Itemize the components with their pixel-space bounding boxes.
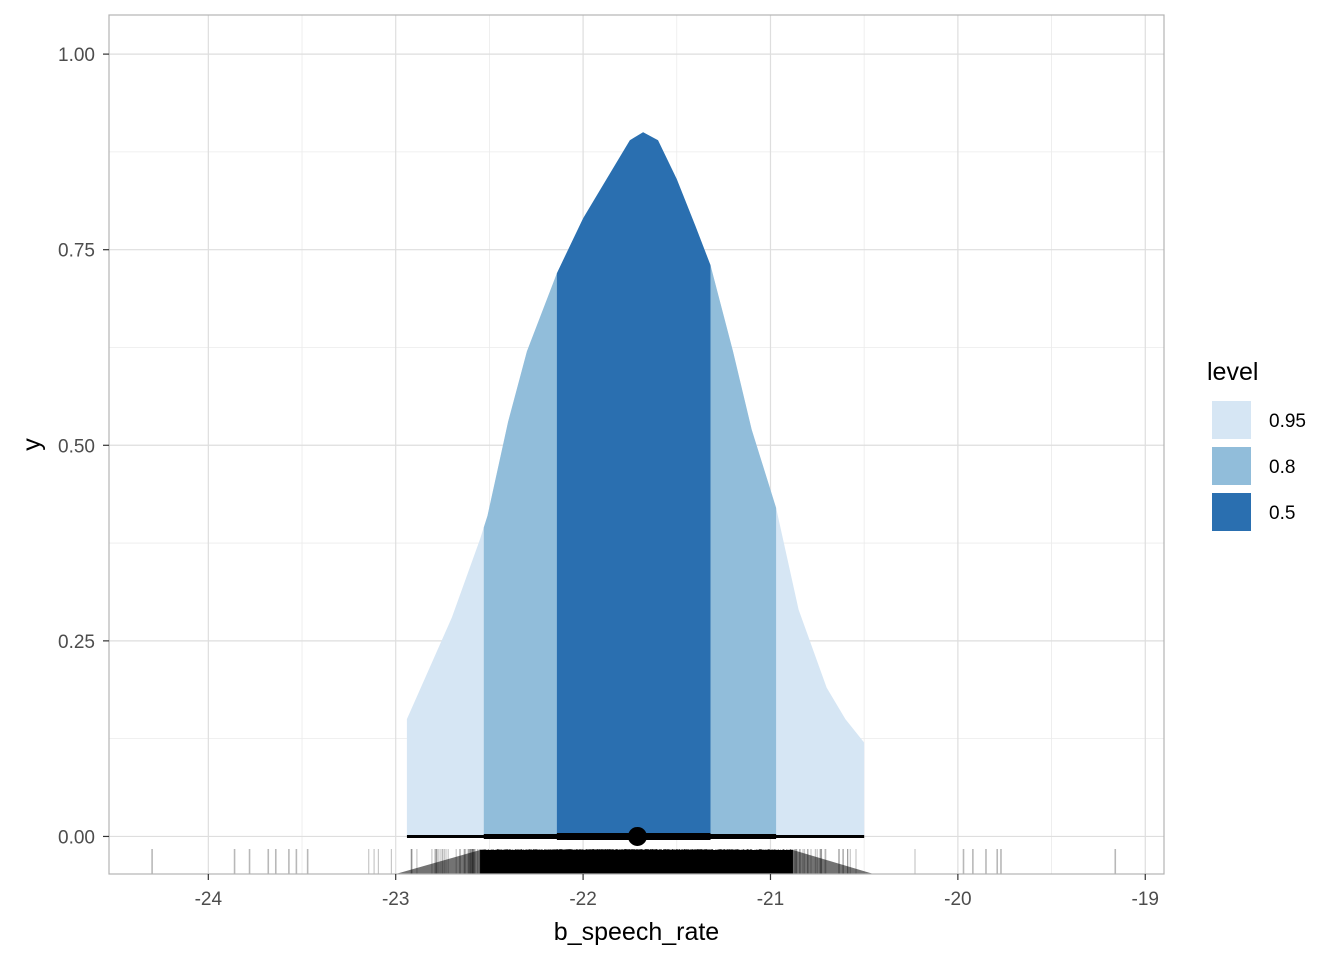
y-tick-label: 1.00 — [58, 45, 95, 66]
legend-label-0-8: 0.8 — [1269, 457, 1295, 478]
panel-border — [108, 14, 1165, 875]
point-estimate — [627, 826, 647, 846]
y-axis-title: y — [18, 438, 46, 451]
rug-marks — [151, 849, 1117, 874]
rug-dense-right-fade — [792, 850, 874, 874]
x-tick-label: -20 — [944, 889, 971, 910]
x-axis-title: b_speech_rate — [554, 918, 719, 946]
y-axis-ticks: 0.00 0.25 0.50 0.75 1.00 — [58, 45, 109, 848]
legend-title: level — [1207, 358, 1258, 386]
x-tick-label: -22 — [569, 889, 596, 910]
rug-dense-left-fade — [395, 850, 481, 874]
y-tick-label: 0.75 — [58, 241, 95, 262]
legend-swatch-0-95 — [1212, 401, 1251, 439]
major-gridlines — [109, 15, 1164, 874]
x-tick-label: -19 — [1132, 889, 1159, 910]
legend-swatch-0-8 — [1212, 447, 1251, 485]
x-tick-label: -21 — [757, 889, 784, 910]
x-tick-label: -23 — [382, 889, 409, 910]
x-axis-ticks: -24 -23 -22 -21 -20 -19 — [195, 874, 1159, 910]
rug-dense-core — [480, 850, 793, 874]
density-area-0-5 — [556, 132, 711, 837]
legend-label-0-5: 0.5 — [1269, 503, 1295, 524]
legend-label-0-95: 0.95 — [1269, 411, 1306, 432]
y-tick-label: 0.25 — [58, 632, 95, 653]
y-tick-label: 0.00 — [58, 827, 95, 848]
legend-swatch-0-5 — [1212, 493, 1251, 531]
density-areas — [406, 132, 865, 837]
y-tick-label: 0.50 — [58, 436, 95, 457]
point-estimate-group — [627, 826, 647, 846]
x-tick-label: -24 — [195, 889, 223, 910]
legend: level 0.95 0.8 0.5 — [1207, 358, 1306, 531]
